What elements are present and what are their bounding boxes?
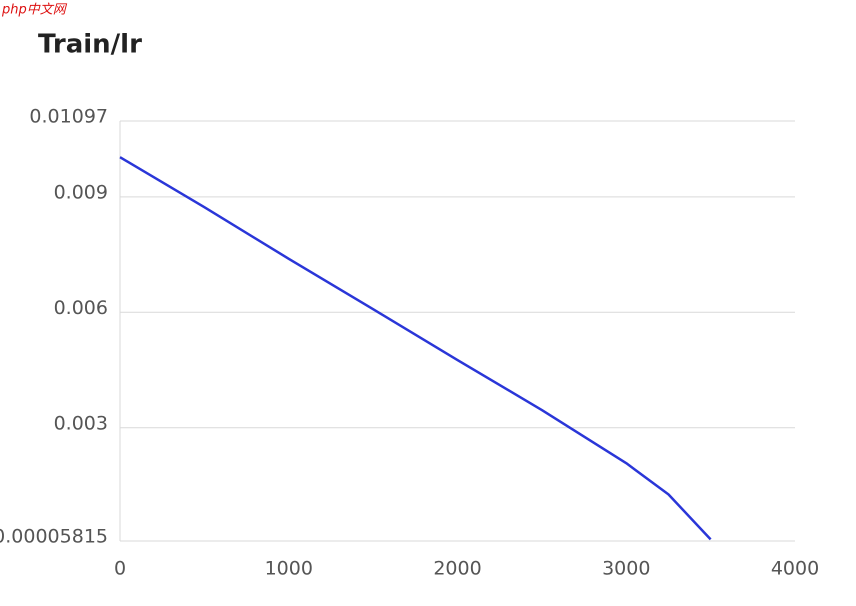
x-tick-label: 2000 [433,558,481,580]
x-tick-label: 3000 [602,558,650,580]
x-tick-label: 4000 [771,558,819,580]
y-tick-label: 0.006 [54,297,108,319]
y-tick-label: 0.009 [54,181,108,203]
x-tick-label: 1000 [265,558,313,580]
chart-title: Train/lr [38,30,142,60]
y-tick-label: 0.003 [54,412,108,434]
line-series [119,156,712,541]
watermark: php中文网 [1,2,68,18]
y-tick-label: 0.00005815 [0,526,108,548]
x-tick-label: 0 [114,558,126,580]
y-tick-label: 0.01097 [29,106,108,128]
